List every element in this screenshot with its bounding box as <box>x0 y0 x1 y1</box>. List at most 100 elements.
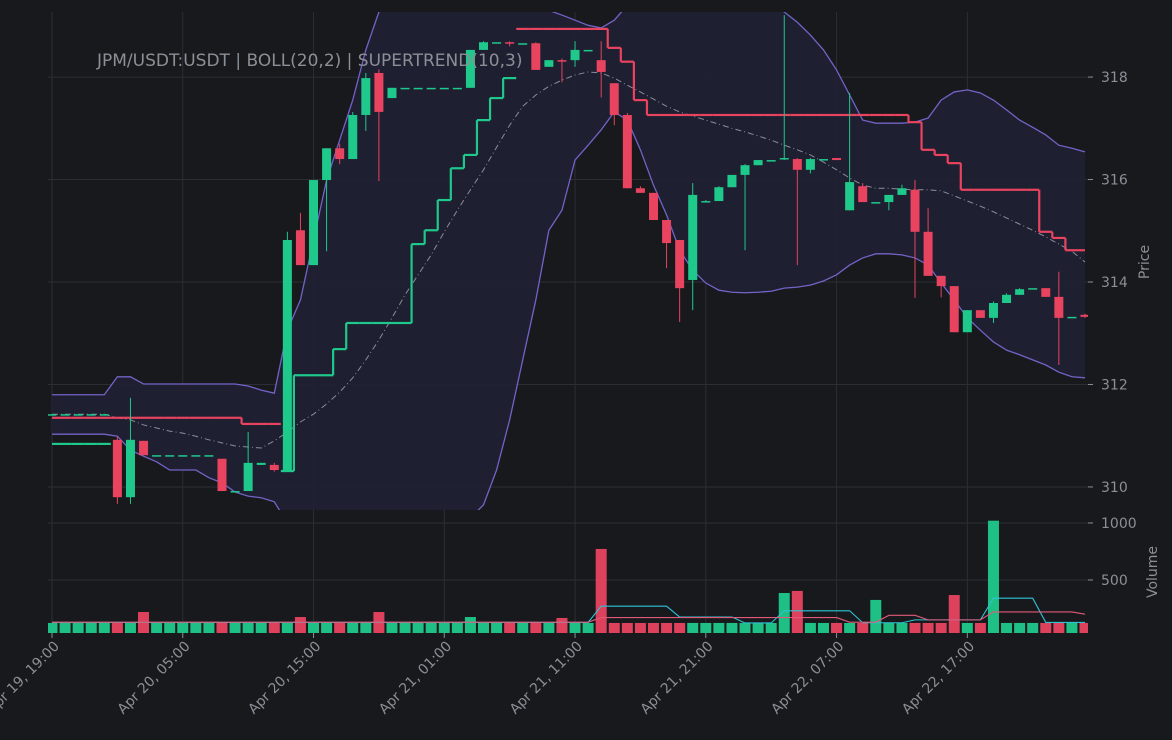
candle-body <box>557 60 567 62</box>
volume-bar <box>177 622 189 633</box>
candle-body <box>570 49 580 61</box>
volume-bar <box>713 622 725 633</box>
candle-body <box>322 148 332 181</box>
volume-bar <box>556 617 568 633</box>
price-panel <box>48 12 1088 510</box>
candle-body <box>86 414 96 416</box>
candle-body <box>1028 288 1038 290</box>
volume-bar <box>791 590 803 633</box>
volume-bar <box>321 622 333 633</box>
band-fill <box>52 12 1085 510</box>
candle-body <box>492 42 502 44</box>
volume-bar <box>386 622 398 633</box>
candle-body <box>832 158 842 161</box>
candle-body <box>505 42 515 44</box>
candle-body <box>962 310 972 333</box>
volume-bar <box>948 595 960 633</box>
volume-bar <box>216 622 228 633</box>
volume-bar <box>151 622 163 633</box>
volume-bar <box>360 622 372 633</box>
candle-body <box>335 148 345 160</box>
candle-body <box>1067 316 1077 319</box>
volume-bar <box>961 622 973 633</box>
candle-body <box>635 188 645 193</box>
candle-body <box>949 286 959 333</box>
chart-title: JPM/USDT:USDT | BOLL(20,2) | SUPERTREND(… <box>96 51 522 71</box>
volume-bar <box>1053 622 1065 633</box>
candle-body <box>596 60 606 72</box>
volume-bar <box>935 622 947 633</box>
volume-bar <box>203 622 215 633</box>
volume-bar <box>922 622 934 633</box>
volume-bar <box>438 622 450 633</box>
candle-body <box>897 188 907 195</box>
candle-body <box>544 60 554 67</box>
y-tick-label: 318 <box>1101 70 1128 86</box>
volume-bar <box>687 622 699 633</box>
volume-bar <box>1014 622 1026 633</box>
volume-bar <box>111 622 123 633</box>
candle-body <box>48 414 57 416</box>
candle-body <box>230 491 240 493</box>
candle-body <box>675 239 685 289</box>
volume-bar <box>334 622 346 633</box>
volume-bar <box>987 520 999 633</box>
candle-body <box>361 78 371 115</box>
volume-bar <box>608 622 620 633</box>
candle-body <box>256 462 266 465</box>
volume-bar <box>739 622 751 633</box>
volume-bar <box>281 622 293 633</box>
volume-bar <box>647 622 659 633</box>
volume-bar <box>412 622 424 633</box>
volume-bar <box>268 622 280 633</box>
volume-bar <box>1027 622 1039 633</box>
y-tick-label: 312 <box>1101 377 1128 393</box>
candle-body <box>243 462 253 492</box>
candle-body <box>439 87 449 90</box>
candle-body <box>465 49 475 88</box>
candle-body <box>910 189 920 232</box>
volume-bar <box>974 622 986 633</box>
candle-body <box>845 182 855 211</box>
volume-bar <box>817 622 829 633</box>
volume-panel <box>48 520 1088 633</box>
volume-bar <box>1079 622 1088 633</box>
candle-body <box>269 464 279 471</box>
candle-body <box>871 202 881 204</box>
volume-bar <box>1001 622 1013 633</box>
y-axis-label: Price <box>1137 245 1153 279</box>
candle-body <box>662 220 672 244</box>
candle-body <box>178 455 188 457</box>
band-middle <box>52 71 1086 449</box>
volume-bar <box>491 622 503 633</box>
volume-bar <box>726 622 738 633</box>
candle-body <box>1080 314 1088 317</box>
candle-body <box>779 158 789 160</box>
candle-body <box>858 186 868 203</box>
volume-bar <box>765 622 777 633</box>
volume-bar <box>464 617 476 633</box>
volume-bar <box>478 622 490 633</box>
candle-body <box>282 239 292 471</box>
candle-body <box>309 180 319 266</box>
candle-body <box>413 87 423 90</box>
volume-bar <box>804 622 816 633</box>
volume-bar <box>347 622 359 633</box>
volume-bar <box>98 622 110 633</box>
volume-bar <box>451 622 463 633</box>
candle-body <box>583 49 593 52</box>
volume-bar <box>896 622 908 633</box>
candle-body <box>988 303 998 318</box>
candle-body <box>60 414 70 416</box>
candle-body <box>73 414 83 416</box>
candle-body <box>479 42 489 50</box>
candle-body <box>1041 288 1051 297</box>
volume-y-tick-label: 500 <box>1101 573 1128 589</box>
candle-body <box>975 310 985 318</box>
volume-axis-label: Volume <box>1145 546 1161 598</box>
candle-body <box>348 114 358 160</box>
volume-bar <box>634 622 646 633</box>
candle-body <box>609 83 619 115</box>
candle-body <box>792 159 802 170</box>
volume-bar <box>674 622 686 633</box>
